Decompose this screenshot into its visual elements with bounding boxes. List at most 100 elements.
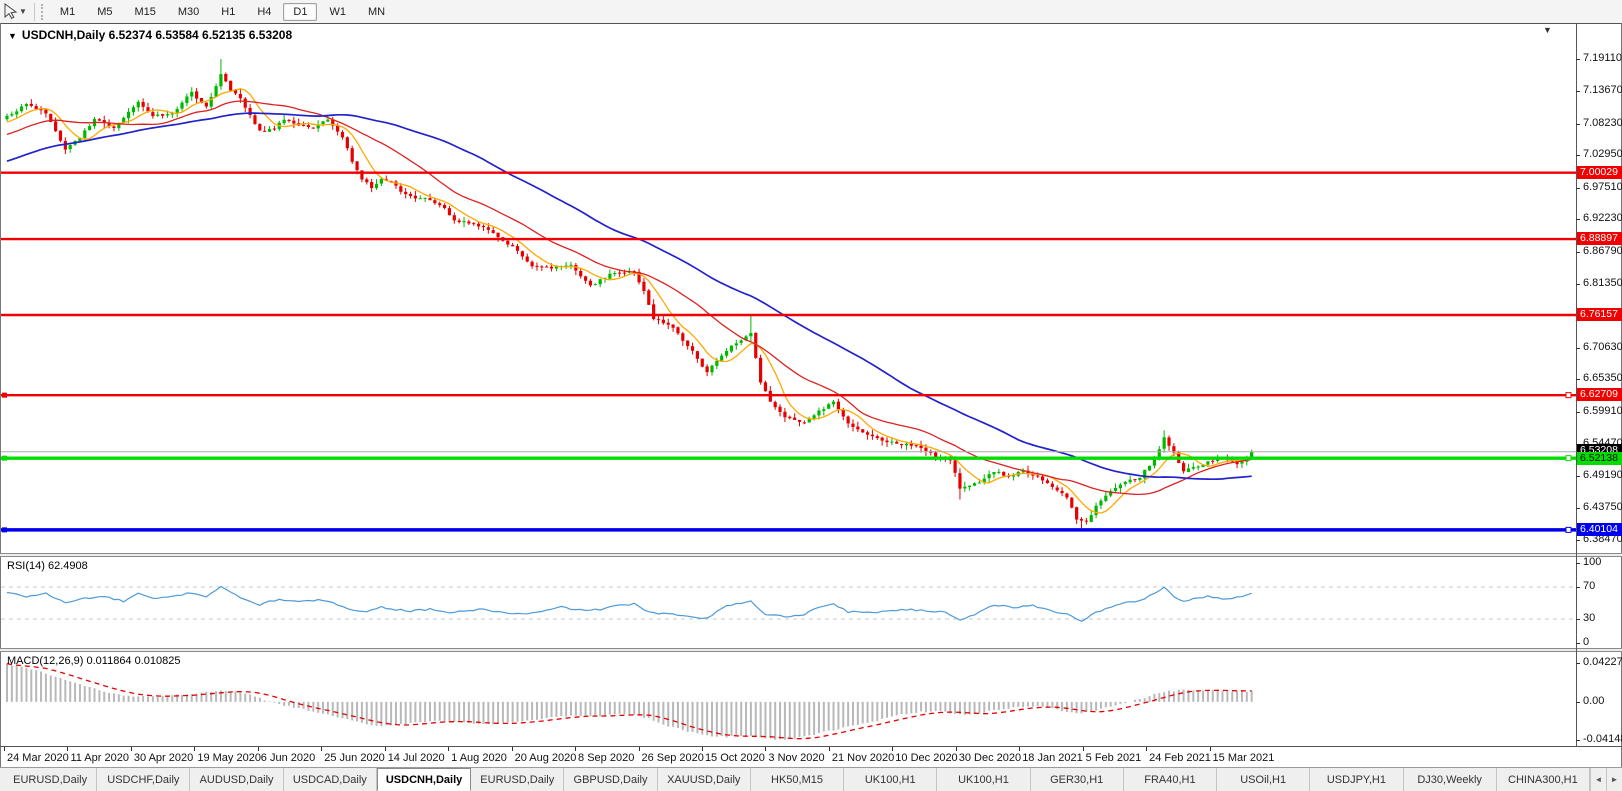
- timeframe-button-h4[interactable]: H4: [257, 5, 272, 18]
- chart-tab-10-uk100-h1[interactable]: UK100,H1: [937, 768, 1031, 791]
- candle-body-up: [817, 410, 821, 416]
- candle-body-up: [569, 264, 573, 266]
- price-axis-border: [1576, 24, 1577, 746]
- timeframe-button-m30[interactable]: M30: [177, 5, 200, 18]
- chart-tab-5-eurusd-daily[interactable]: EURUSD,Daily: [471, 768, 565, 791]
- chart-tab-13-usoil-h1[interactable]: USOil,H1: [1217, 768, 1311, 791]
- candle-body-up: [598, 279, 602, 285]
- chart-tab-11-ger30-h1[interactable]: GER30,H1: [1031, 768, 1124, 791]
- chart-tab-6-gbpusd-daily[interactable]: GBPUSD,Daily: [564, 768, 658, 791]
- candle-body-down: [656, 319, 661, 321]
- date-axis-tick-label: 26 Sep 2020: [641, 752, 704, 764]
- candlestick-chart[interactable]: [1, 24, 1576, 553]
- timeframe-button-m15[interactable]: M15: [134, 5, 156, 18]
- timeframe-button-d1[interactable]: D1: [283, 2, 318, 21]
- price-axis-tick-label: 6.59910: [1583, 404, 1622, 417]
- candle-body-down: [1084, 520, 1088, 522]
- candle-body-up: [807, 418, 811, 423]
- candle-body-down: [1060, 490, 1064, 494]
- tabs-scroll-left-button[interactable]: ◄: [1590, 768, 1606, 791]
- date-axis-tick-label: 30 Dec 2020: [958, 752, 1022, 764]
- candle-body-down: [1050, 483, 1054, 487]
- candle-body-down: [841, 409, 845, 417]
- tabs-scroll-right-button[interactable]: ►: [1606, 768, 1622, 791]
- candle-body-down: [63, 140, 67, 150]
- candle-body-down: [754, 332, 758, 358]
- candle-body-up: [1123, 481, 1127, 485]
- date-axis-tickmark: [1082, 747, 1084, 751]
- candle-body-down: [622, 272, 627, 274]
- chart-symbol-label: USDCNH,Daily: [21, 28, 106, 42]
- hline-left-handle[interactable]: [2, 455, 7, 461]
- candle-body-down: [452, 215, 456, 221]
- hline-left-handle[interactable]: [2, 527, 7, 533]
- candle-body-down: [258, 124, 262, 131]
- chart-tab-15-dj30-weekly[interactable]: DJ30,Weekly: [1404, 768, 1497, 791]
- cursor-tool-icon[interactable]: [2, 2, 18, 21]
- timeframe-button-m5[interactable]: M5: [97, 5, 113, 18]
- candle-body-down: [1235, 461, 1239, 465]
- chart-tab-1-usdchf-daily[interactable]: USDCHF,Daily: [97, 768, 191, 791]
- candle-body-up: [209, 96, 213, 107]
- candle-body-down: [345, 137, 349, 149]
- chart-tab-4-usdcnh-daily[interactable]: USDCNH,Daily: [376, 768, 472, 791]
- candle-body-up: [267, 129, 272, 132]
- date-axis-border: [0, 746, 1622, 747]
- rsi-axis-tick-label: 100: [1583, 556, 1602, 568]
- candle-body-down: [695, 351, 700, 359]
- timeframe-button-h1[interactable]: H1: [221, 5, 236, 18]
- hline-right-handle[interactable]: [1565, 392, 1572, 399]
- candle-body-up: [997, 471, 1001, 473]
- candle-body-up: [175, 108, 179, 113]
- candle-body-down: [467, 221, 471, 224]
- hline-right-handle[interactable]: [1565, 526, 1572, 533]
- candle-body-down: [574, 265, 578, 271]
- timeframe-button-m1[interactable]: M1: [59, 5, 76, 18]
- candle-body-up: [613, 273, 617, 275]
- date-axis-tickmark: [384, 747, 386, 751]
- chart-tab-12-fra40-h1[interactable]: FRA40,H1: [1124, 768, 1218, 791]
- chart-tab-0-eurusd-daily[interactable]: EURUSD,Daily: [4, 768, 98, 791]
- toolbar-grip[interactable]: [40, 3, 43, 20]
- candle-body-down: [763, 382, 768, 392]
- ohlc-collapse-arrow[interactable]: ▼: [8, 31, 17, 41]
- candle-body-down: [112, 126, 116, 129]
- candle-body-down: [681, 333, 685, 341]
- candle-body-up: [379, 178, 383, 184]
- hline-left-handle[interactable]: [2, 392, 7, 398]
- chart-tab-16-china300-h1[interactable]: CHINA300,H1: [1497, 768, 1590, 791]
- candle-body-down: [428, 198, 432, 201]
- candle-body-down: [579, 271, 583, 277]
- chart-window-top-border: [0, 23, 1622, 24]
- chart-tab-7-xauusd-daily[interactable]: XAUUSD,Daily: [658, 768, 751, 791]
- timeframe-button-w1[interactable]: W1: [329, 5, 346, 18]
- chart-tab-9-uk100-h1[interactable]: UK100,H1: [844, 768, 938, 791]
- chart-tab-2-audusd-daily[interactable]: AUDUSD,Daily: [190, 768, 284, 791]
- date-axis-tick-label: 24 Feb 2021: [1149, 752, 1211, 764]
- price-axis-tick-label: 6.92230: [1583, 212, 1622, 225]
- chart-tab-8-hk50-m15[interactable]: HK50,M15: [751, 768, 845, 791]
- candle-body-down: [535, 265, 539, 267]
- timeframe-button-mn[interactable]: MN: [367, 5, 386, 18]
- candle-body-up: [710, 365, 714, 373]
- candle-body-up: [1147, 465, 1152, 471]
- candle-body-down: [520, 251, 524, 257]
- panel-separator[interactable]: [0, 648, 1622, 652]
- candle-body-down: [870, 434, 875, 437]
- candle-body-up: [19, 106, 24, 112]
- hline-right-handle[interactable]: [1565, 455, 1572, 462]
- candle-body-up: [987, 474, 991, 479]
- candle-body-down: [515, 246, 520, 251]
- candle-body-down: [788, 416, 792, 419]
- candle-body-down: [365, 179, 369, 183]
- date-axis-tick-label: 1 Aug 2020: [451, 752, 507, 764]
- chart-tab-14-usdjpy-h1[interactable]: USDJPY,H1: [1310, 768, 1404, 791]
- candle-body-down: [199, 98, 204, 103]
- panel-separator[interactable]: [0, 553, 1622, 557]
- cursor-tool-dropdown-caret[interactable]: ▼: [19, 7, 27, 16]
- candle-body-down: [204, 102, 208, 107]
- chart-shift-marker[interactable]: ▼: [1543, 25, 1552, 35]
- chart-tab-3-usdcad-daily[interactable]: USDCAD,Daily: [284, 768, 377, 791]
- candle-body-down: [481, 225, 486, 228]
- candle-body-down: [661, 319, 665, 324]
